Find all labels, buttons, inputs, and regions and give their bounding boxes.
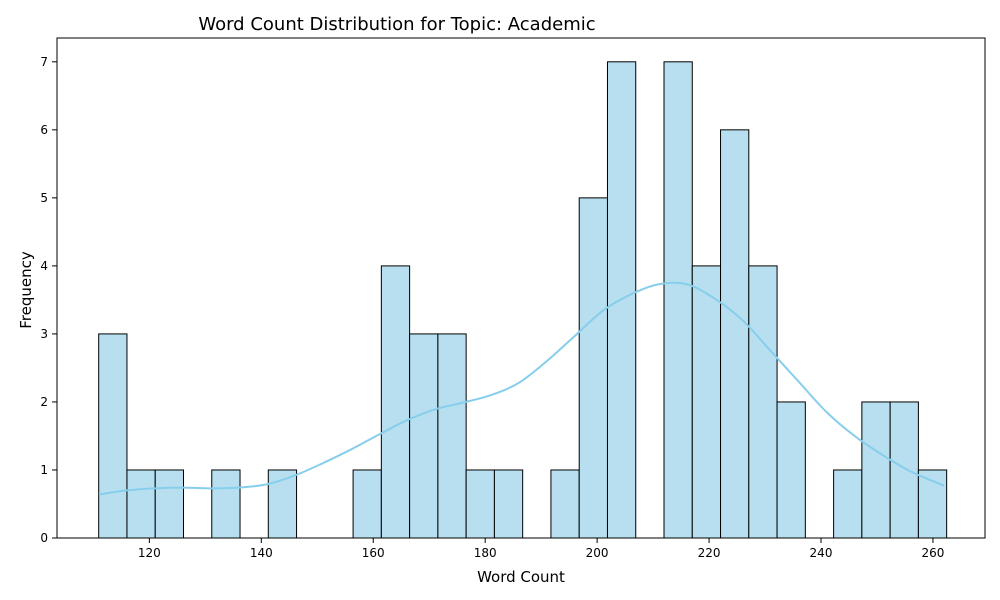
plot-frame <box>56 37 986 539</box>
y-tick-label: 2 <box>40 395 48 409</box>
histogram-bar <box>691 265 722 539</box>
histogram-bar <box>465 469 495 539</box>
x-tick-label: 220 <box>698 546 721 560</box>
x-tick-label: 180 <box>474 546 497 560</box>
x-tick-label: 240 <box>810 546 833 560</box>
histogram-bar <box>889 401 919 539</box>
y-tick-label: 6 <box>40 123 48 137</box>
histogram-bar <box>98 333 128 539</box>
y-tick-label: 1 <box>40 463 48 477</box>
histogram-bar <box>154 469 184 539</box>
histogram-bars <box>98 61 948 539</box>
kde-curve-group <box>98 281 945 496</box>
x-tick-label: 140 <box>250 546 273 560</box>
y-tick-label: 3 <box>40 327 48 341</box>
y-axis-ticks: 0 1 2 3 4 5 6 7 <box>40 55 57 545</box>
histogram-bar <box>493 469 524 539</box>
histogram-bar <box>352 469 382 539</box>
histogram-bar <box>861 401 891 539</box>
x-axis-label: Word Count <box>477 568 565 586</box>
x-tick-label: 160 <box>362 546 385 560</box>
histogram-bar <box>663 61 693 539</box>
chart-title: Word Count Distribution for Topic: Acade… <box>198 14 595 35</box>
y-tick-label: 5 <box>40 191 48 205</box>
histogram-bar <box>126 469 156 539</box>
histogram-bar <box>748 265 778 539</box>
x-tick-label: 120 <box>138 546 161 560</box>
y-tick-label: 4 <box>40 259 48 273</box>
kde-curve <box>98 281 945 496</box>
y-axis-label: Frequency <box>17 251 35 329</box>
histogram-bar <box>380 265 411 539</box>
histogram-bar <box>550 469 580 539</box>
histogram-bar <box>437 333 467 539</box>
y-tick-label: 0 <box>40 531 48 545</box>
x-tick-label: 260 <box>921 546 944 560</box>
x-tick-label: 200 <box>586 546 609 560</box>
histogram-bar <box>776 401 806 539</box>
x-axis-ticks: 120 140 160 180 200 220 240 260 <box>138 538 944 560</box>
histogram-bar <box>578 197 608 539</box>
histogram-bar <box>833 469 863 539</box>
histogram-bar <box>409 333 439 539</box>
histogram-bar <box>267 469 298 539</box>
y-tick-label: 7 <box>40 55 48 69</box>
histogram-bar <box>211 469 241 539</box>
histogram-bar <box>720 129 750 539</box>
